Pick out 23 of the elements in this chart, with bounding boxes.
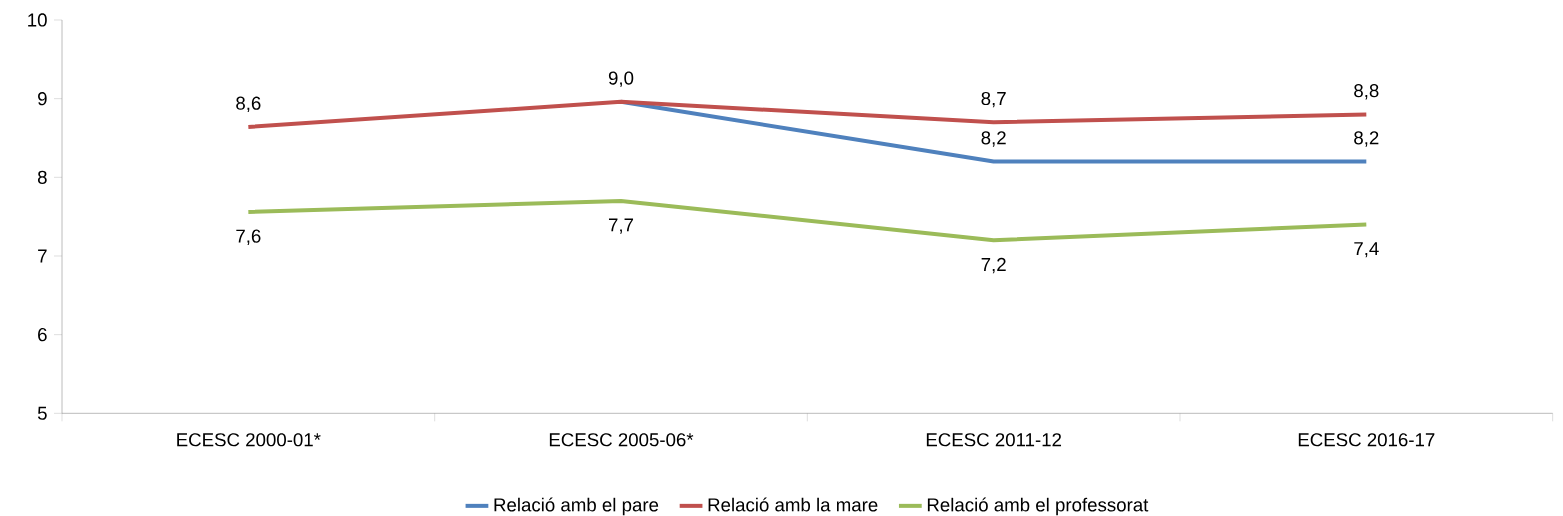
legend-label: Relació amb el pare bbox=[494, 497, 659, 516]
x-tick-label: ECESC 2005-06* bbox=[549, 433, 694, 447]
data-label: 7,2 bbox=[981, 257, 1006, 274]
data-label: 8,6 bbox=[236, 96, 261, 113]
data-label: 7,7 bbox=[608, 218, 634, 234]
x-tick-label: ECESC 2011-12 bbox=[926, 433, 1062, 447]
legend-label: Relació amb la mare bbox=[708, 497, 878, 512]
y-tick-label: 5 bbox=[37, 406, 47, 420]
data-label: 8,8 bbox=[1354, 84, 1379, 100]
data-label: 9,0 bbox=[608, 71, 634, 87]
legend-label: Relació amb el professorat bbox=[927, 497, 1149, 516]
x-tick-label: ECESC 2016-17 bbox=[1298, 433, 1435, 447]
x-tick-label: ECESC 2000-01* bbox=[177, 433, 321, 447]
data-label: 8,2 bbox=[1354, 131, 1379, 147]
data-label: 7,6 bbox=[236, 229, 261, 245]
y-tick-label: 8 bbox=[37, 170, 47, 184]
data-label: 7,4 bbox=[1354, 242, 1379, 258]
y-tick-label: 6 bbox=[38, 328, 47, 342]
data-label: 8,2 bbox=[981, 131, 1006, 147]
y-tick-label: 9 bbox=[38, 92, 47, 106]
y-tick-label: 10 bbox=[28, 13, 47, 27]
y-tick-label: 7 bbox=[38, 249, 47, 263]
data-label: 8,7 bbox=[981, 91, 1006, 108]
